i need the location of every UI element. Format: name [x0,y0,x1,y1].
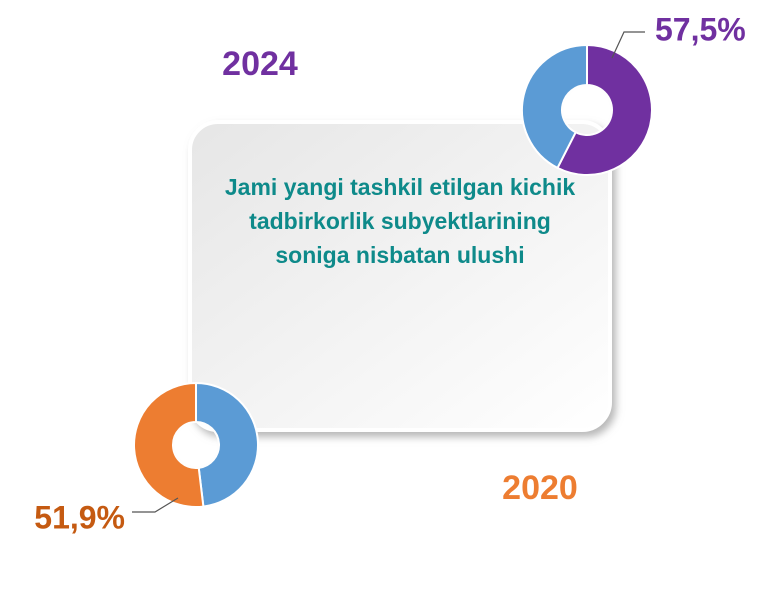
leader-line [132,497,179,513]
value-label: 57,5% [655,11,746,47]
donut-hole-ring [173,422,219,468]
caption-box [188,120,612,432]
leader-line [611,31,645,59]
donut-slice [521,43,588,170]
donut-hole-ring [562,85,612,135]
donut-slice [133,381,205,508]
chart-title: 2020 [502,469,578,507]
value-label: 51,9% [34,499,125,535]
donut-slice [556,43,653,176]
caption: Jami yangi tashkil etilgan kichik tadbir… [224,174,576,268]
donut-slice [195,381,259,508]
chart-title: 2024 [222,45,298,83]
